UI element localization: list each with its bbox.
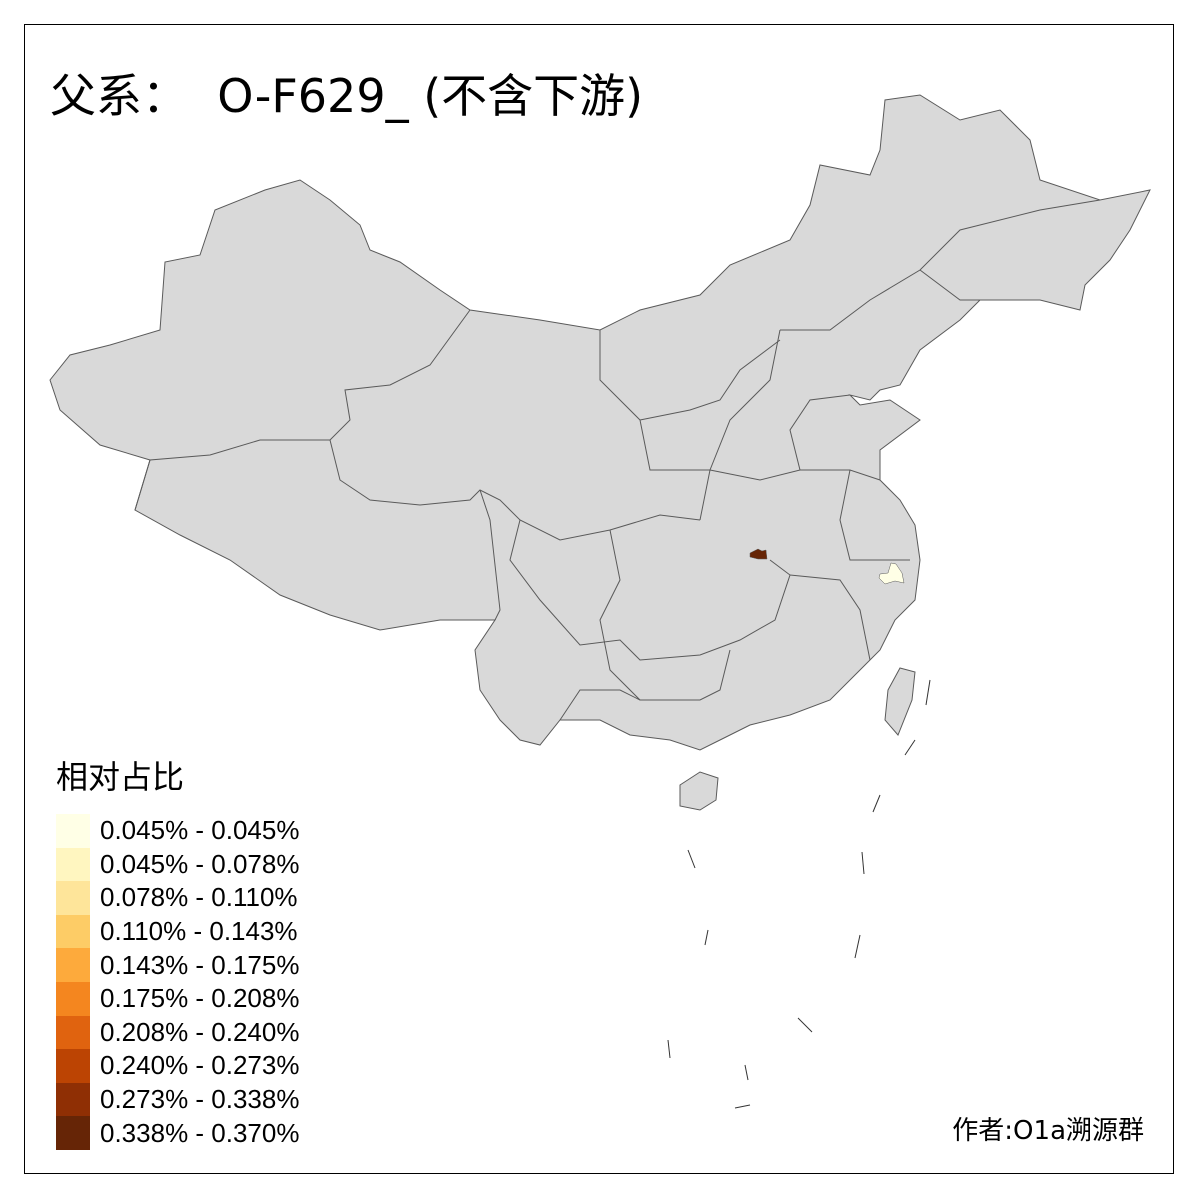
legend-item: 0.175% - 0.208% (56, 981, 300, 1016)
legend-label: 0.078% - 0.110% (100, 882, 298, 913)
legend-label: 0.110% - 0.143% (100, 916, 298, 947)
highlighted-region-high (749, 548, 768, 560)
legend-item: 0.045% - 0.045% (56, 814, 299, 848)
legend-swatch (56, 881, 90, 915)
map-title: 父系： O-F629_ (不含下游) (50, 69, 644, 123)
legend: 相对占比 0.045% - 0.045% 0.045% - 0.078% 0.078… (56, 752, 299, 1150)
china-mainland (49, 94, 1151, 751)
legend-label: 0.143% - 0.175% (100, 949, 300, 980)
legend-item: 0.045% - 0.078% (56, 847, 300, 882)
legend-label: 0.273% - 0.338% (100, 1084, 300, 1115)
legend-swatch (56, 1082, 90, 1117)
legend-swatch (56, 1015, 90, 1050)
province-borders (134, 199, 1101, 721)
legend-label: 0.240% - 0.273% (100, 1050, 300, 1081)
map-frame (24, 24, 1174, 1174)
legend-label: 0.045% - 0.078% (100, 848, 300, 879)
highlighted-region-low (878, 562, 905, 585)
author-credit: 作者:O1a溯源群 (952, 1116, 1144, 1146)
legend-swatch (56, 948, 90, 982)
legend-item: 0.240% - 0.273% (56, 1049, 299, 1083)
south-china-sea-islands (667, 679, 931, 1109)
legend-swatch (56, 914, 90, 949)
legend-item: 0.208% - 0.240% (56, 1015, 300, 1050)
legend-item: 0.338% - 0.370% (56, 1116, 299, 1150)
legend-item: 0.273% - 0.338% (56, 1082, 300, 1117)
legend-swatch (56, 814, 90, 848)
legend-title: 相对占比 (56, 758, 185, 796)
hainan (679, 771, 719, 811)
legend-label: 0.175% - 0.208% (100, 983, 300, 1014)
taiwan (884, 667, 916, 736)
legend-label: 0.045% - 0.045% (100, 815, 300, 846)
legend-item: 0.110% - 0.143% (56, 914, 299, 949)
legend-label: 0.338% - 0.370% (100, 1117, 300, 1148)
legend-swatch (56, 847, 90, 882)
legend-label: 0.208% - 0.240% (100, 1016, 300, 1047)
legend-swatch (56, 1049, 90, 1083)
legend-swatch (56, 981, 90, 1016)
legend-swatch (56, 1116, 90, 1150)
legend-item: 0.078% - 0.110% (56, 881, 299, 915)
legend-item: 0.143% - 0.175% (56, 948, 299, 982)
